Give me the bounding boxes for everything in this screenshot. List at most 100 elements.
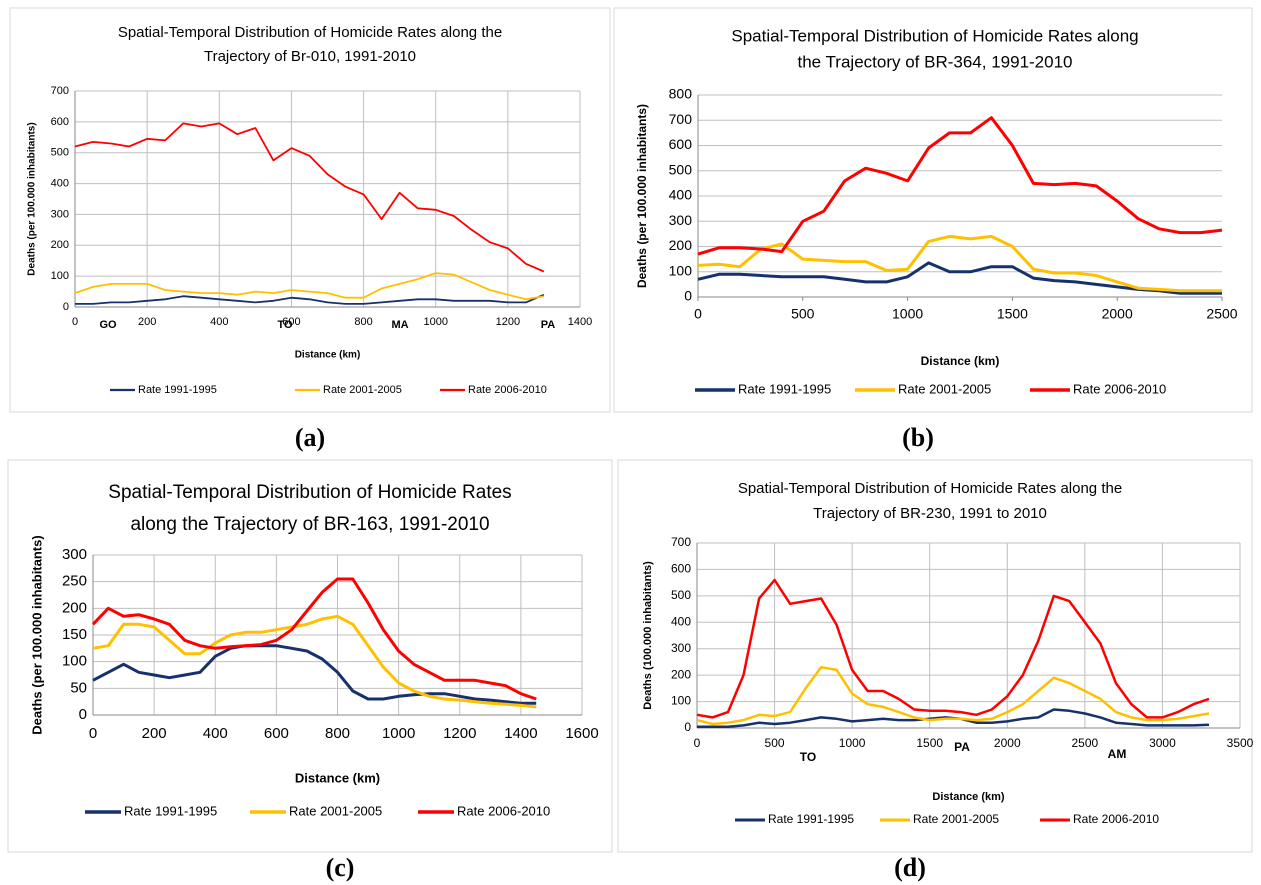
legend-label: Rate 2001-2005 — [289, 803, 382, 818]
y-axis-label: Deaths (per 100.000 inhabitants) — [29, 535, 44, 734]
x-tick-label: 200 — [142, 725, 167, 742]
y-tick-label: 0 — [684, 288, 692, 304]
y-tick-label: 0 — [63, 301, 69, 313]
y-tick-label: 200 — [51, 239, 69, 251]
x-tick-label: 400 — [203, 725, 228, 742]
x-tick-label: 2000 — [1102, 306, 1133, 322]
region-label: AM — [1108, 747, 1127, 761]
y-axis-label: Deaths (per 100.000 inhabitants) — [27, 122, 38, 275]
panel-caption: (c) — [326, 853, 355, 882]
chart-title: Spatial-Temporal Distribution of Homicid… — [108, 482, 511, 503]
y-tick-label: 800 — [669, 86, 693, 102]
region-label: GO — [99, 319, 117, 331]
x-tick-label: 3500 — [1227, 736, 1254, 750]
x-tick-label: 500 — [765, 736, 785, 750]
y-tick-label: 500 — [51, 147, 69, 159]
region-label: PA — [954, 740, 970, 754]
legend-label: Rate 2001-2005 — [323, 384, 402, 396]
region-label: PA — [541, 319, 556, 331]
x-tick-label: 0 — [89, 725, 97, 742]
x-tick-label: 1200 — [443, 725, 476, 742]
x-tick-label: 1000 — [382, 725, 415, 742]
region-label: TO — [277, 319, 293, 331]
x-tick-label: 0 — [694, 306, 702, 322]
y-tick-label: 700 — [671, 535, 691, 549]
legend-label: Rate 2006-2010 — [457, 803, 550, 818]
series-line — [696, 578, 1210, 719]
x-tick-label: 1000 — [892, 306, 923, 322]
y-tick-label: 100 — [62, 653, 87, 670]
series-line — [91, 577, 537, 701]
panel-caption: (b) — [902, 423, 934, 452]
y-tick-label: 700 — [669, 111, 693, 127]
x-tick-label: 200 — [138, 316, 156, 328]
series-line — [697, 261, 1222, 295]
x-tick-label: 800 — [325, 725, 350, 742]
x-tick-label: 1200 — [496, 316, 520, 328]
chart-title: Trajectory of BR-230, 1991 to 2010 — [813, 505, 1047, 522]
y-tick-label: 300 — [51, 208, 69, 220]
y-tick-label: 700 — [51, 85, 69, 97]
panel-frame — [617, 459, 1253, 853]
y-tick-label: 300 — [62, 546, 87, 563]
panel-caption: (d) — [894, 853, 926, 882]
y-tick-label: 400 — [669, 187, 693, 203]
legend-label: Rate 2006-2010 — [1073, 381, 1166, 396]
y-tick-label: 400 — [51, 177, 69, 189]
chart-title: the Trajectory of BR-364, 1991-2010 — [798, 52, 1073, 71]
y-tick-label: 600 — [671, 562, 691, 576]
y-axis-label: Deaths (per 100.000 inhabitants) — [635, 104, 649, 288]
y-tick-label: 400 — [671, 614, 691, 628]
x-tick-label: 1000 — [839, 736, 866, 750]
y-tick-label: 500 — [669, 161, 693, 177]
y-tick-label: 300 — [669, 212, 693, 228]
legend-label: Rate 1991-1995 — [738, 381, 831, 396]
x-tick-label: 1400 — [504, 725, 537, 742]
series-line — [74, 272, 545, 301]
x-tick-label: 2500 — [1072, 736, 1099, 750]
chart-title: Trajectory of Br-010, 1991-2010 — [204, 48, 416, 65]
legend-label: Rate 1991-1995 — [124, 803, 217, 818]
y-tick-label: 200 — [62, 599, 87, 616]
y-axis-label: Deaths (100.000 inhabitants) — [642, 561, 654, 710]
panel-frame — [7, 459, 613, 853]
y-tick-label: 200 — [671, 667, 691, 681]
x-axis-label: Distance (km) — [295, 770, 380, 785]
x-axis-label: Distance (km) — [295, 350, 361, 361]
panel-frame — [613, 7, 1253, 413]
legend-label: Rate 2006-2010 — [1073, 812, 1159, 826]
chart-title: Spatial-Temporal Distribution of Homicid… — [731, 26, 1138, 45]
x-tick-label: 400 — [210, 316, 228, 328]
series-line — [74, 122, 545, 273]
series-line — [75, 293, 545, 305]
y-tick-label: 150 — [62, 626, 87, 643]
y-tick-label: 300 — [671, 641, 691, 655]
series-line — [92, 614, 537, 709]
x-tick-label: 1600 — [565, 725, 598, 742]
y-tick-label: 100 — [669, 262, 693, 278]
y-tick-label: 500 — [671, 588, 691, 602]
legend-label: Rate 1991-1995 — [768, 812, 854, 826]
x-tick-label: 1500 — [916, 736, 943, 750]
x-tick-label: 1000 — [423, 316, 447, 328]
region-label: TO — [800, 750, 816, 764]
x-tick-label: 800 — [354, 316, 372, 328]
series-line — [92, 644, 537, 705]
x-tick-label: 600 — [282, 316, 300, 328]
panel-frame — [9, 7, 611, 413]
y-tick-label: 600 — [51, 116, 69, 128]
x-tick-label: 1400 — [568, 316, 592, 328]
chart-title: along the Trajectory of BR-163, 1991-201… — [130, 514, 489, 535]
y-tick-label: 100 — [51, 270, 69, 282]
x-tick-label: 1500 — [997, 306, 1028, 322]
y-tick-label: 50 — [70, 679, 87, 696]
series-line — [697, 116, 1223, 256]
region-label: MA — [391, 319, 408, 331]
x-tick-label: 3000 — [1149, 736, 1176, 750]
legend-label: Rate 1991-1995 — [138, 384, 217, 396]
legend-label: Rate 2006-2010 — [468, 384, 547, 396]
series-line — [696, 665, 1210, 726]
y-tick-label: 100 — [671, 694, 691, 708]
series-line — [697, 234, 1222, 293]
